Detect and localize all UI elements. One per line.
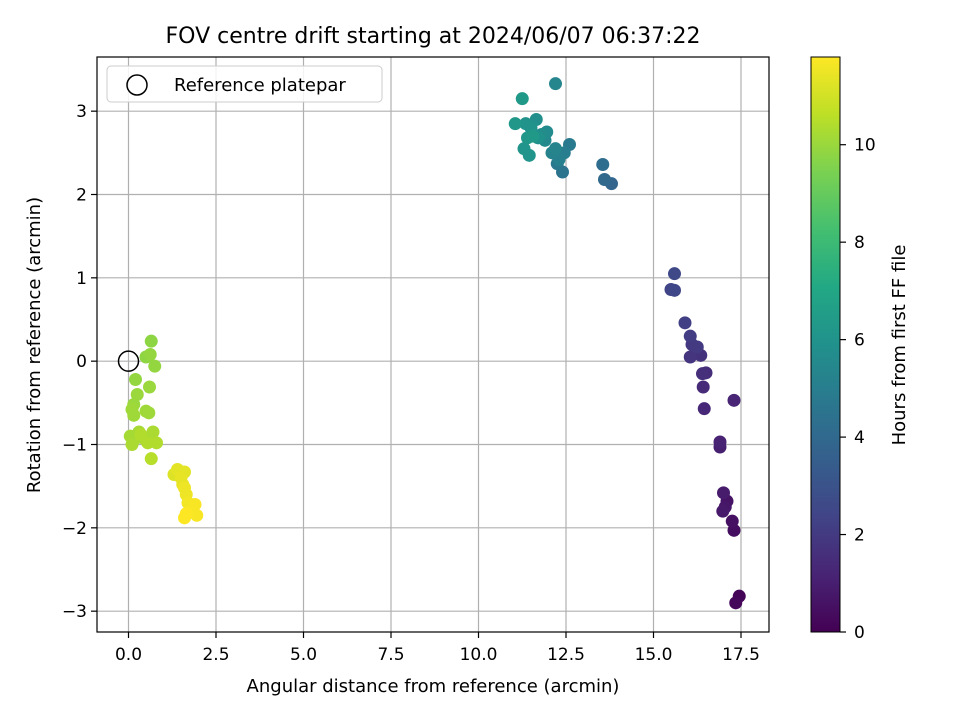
plot-background (97, 57, 769, 632)
y-axis-label: Rotation from reference (arcmin) (24, 197, 45, 493)
data-point (598, 173, 611, 186)
data-point (190, 508, 204, 522)
reference-platepar-marker (117, 350, 140, 372)
data-point (143, 348, 157, 361)
data-point (668, 267, 681, 281)
x-tick-label: 12.5 (547, 645, 585, 665)
legend-marker-icon (126, 74, 148, 96)
x-tick-label: 0.0 (115, 645, 142, 665)
data-point (717, 486, 730, 500)
legend-entry: Reference platepar (174, 75, 346, 96)
data-point (148, 359, 162, 373)
data-points (123, 77, 746, 610)
data-point (690, 340, 704, 354)
data-point (683, 350, 697, 364)
data-point (146, 425, 160, 439)
data-point (522, 148, 536, 162)
data-point (134, 428, 148, 441)
y-axis-ticks: −3 −2 −1 0 1 2 3 (62, 102, 97, 622)
legend-box (106, 65, 383, 103)
data-point (526, 129, 540, 143)
colorbar-tick-label: 0 (854, 623, 865, 643)
data-point (727, 393, 741, 407)
reference-marker-layer (117, 350, 140, 372)
grid-lines (97, 57, 769, 632)
y-tick-label: 2 (76, 186, 87, 206)
colorbar-tick-label: 4 (854, 428, 865, 448)
x-axis-ticks: 0.0 2.5 5.0 7.5 10.0 12.5 15.0 17.5 (115, 632, 760, 665)
x-tick-label: 5.0 (290, 645, 317, 665)
data-point (144, 452, 158, 466)
plot-area: 0.0 2.5 5.0 7.5 10.0 12.5 15.0 17.5 −3 −2 −1 0 1 2 3 (62, 56, 770, 665)
colorbar-ticks: 0 2 4 6 8 10 (840, 136, 876, 643)
data-point (596, 158, 610, 171)
data-point (725, 514, 739, 528)
data-point (696, 380, 710, 394)
data-point (188, 498, 202, 511)
colorbar-tick-label: 8 (854, 233, 865, 253)
data-point (129, 373, 142, 386)
colorbar-tick-label: 2 (854, 526, 865, 546)
data-point (125, 438, 139, 451)
data-point (127, 408, 141, 422)
data-point (549, 142, 562, 156)
y-tick-label: 3 (76, 102, 87, 122)
data-point (696, 367, 709, 381)
y-tick-label: 0 (76, 352, 87, 372)
y-tick-label: 1 (76, 269, 87, 289)
data-point (683, 329, 697, 343)
x-tick-label: 7.5 (377, 645, 404, 665)
chart-title: FOV centre drift starting at 2024/06/07 … (166, 24, 701, 49)
data-point (515, 92, 529, 106)
data-point (549, 77, 562, 91)
colorbar-label: Hours from first FF file (889, 245, 910, 446)
data-point (144, 334, 158, 348)
data-point (697, 402, 711, 416)
data-point (143, 380, 156, 394)
data-point (508, 117, 522, 131)
plot-frame (96, 56, 770, 633)
colorbar-tick-label: 6 (854, 331, 865, 351)
colorbar-tick-label: 10 (854, 136, 876, 156)
colorbar-gradient (810, 56, 841, 633)
x-tick-label: 10.0 (460, 645, 498, 665)
data-point (729, 596, 743, 610)
data-point (519, 117, 533, 131)
data-point (179, 507, 193, 521)
data-point (713, 435, 727, 449)
y-tick-label: −3 (62, 602, 87, 622)
y-tick-label: −1 (62, 436, 87, 456)
x-tick-label: 2.5 (202, 645, 229, 665)
data-point (668, 283, 681, 297)
x-axis-label: Angular distance from reference (arcmin) (247, 676, 620, 697)
colorbar: 0 2 4 6 8 10 Hours from first FF file (810, 56, 910, 643)
data-point (678, 316, 692, 330)
y-tick-label: −2 (62, 519, 87, 539)
data-point (142, 406, 156, 420)
data-point (716, 504, 730, 518)
data-point (130, 388, 144, 401)
x-tick-label: 15.0 (635, 645, 673, 665)
x-tick-label: 17.5 (722, 645, 760, 665)
legend: Reference platepar (106, 65, 383, 103)
